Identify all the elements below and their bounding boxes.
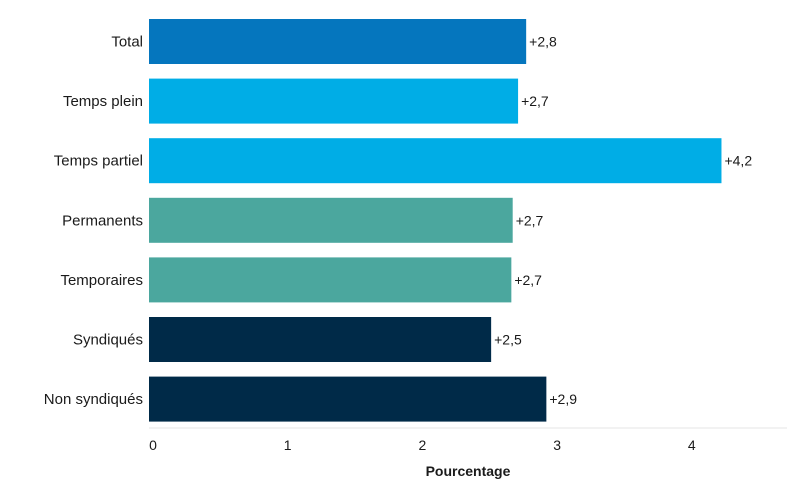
x-tick-0: 0 (149, 437, 157, 453)
x-tick-2: 2 (419, 437, 427, 453)
value-label-temps-partiel: +4,2 (724, 153, 752, 169)
category-label-syndiques: Syndiqués (73, 332, 143, 349)
value-label-total: +2,8 (529, 34, 557, 50)
x-tick-3: 3 (553, 437, 561, 453)
bars-group (149, 19, 722, 422)
category-label-temps-plein: Temps plein (63, 93, 143, 110)
value-label-syndiques: +2,5 (494, 332, 522, 348)
category-label-total: Total (111, 34, 143, 51)
category-label-non-syndiques: Non syndiqués (44, 391, 143, 408)
category-label-temporaires: Temporaires (60, 272, 143, 289)
category-label-temps-partiel: Temps partiel (54, 153, 143, 170)
bar-temps-partiel (149, 138, 722, 184)
value-label-temporaires: +2,7 (514, 272, 542, 288)
bar-syndiques (149, 317, 492, 362)
bar-total (149, 19, 527, 64)
value-labels: +2,8 +2,7 +4,2 +2,7 +2,7 +2,5 +2,9 (494, 34, 752, 408)
value-label-permanents: +2,7 (516, 212, 544, 228)
x-tick-1: 1 (284, 437, 292, 453)
bar-non-syndiques (149, 376, 547, 422)
x-tick-labels: 0 1 2 3 4 (149, 437, 696, 453)
bar-temporaires (149, 257, 512, 303)
bar-temps-plein (149, 78, 519, 124)
x-axis-title: Pourcentage (426, 463, 511, 479)
category-label-permanents: Permanents (62, 212, 143, 229)
category-labels: Total Temps plein Temps partiel Permanents T… (44, 34, 143, 409)
x-tick-4: 4 (688, 437, 696, 453)
value-label-temps-plein: +2,7 (521, 93, 549, 109)
value-label-non-syndiques: +2,9 (549, 391, 577, 407)
bar-permanents (149, 197, 513, 243)
